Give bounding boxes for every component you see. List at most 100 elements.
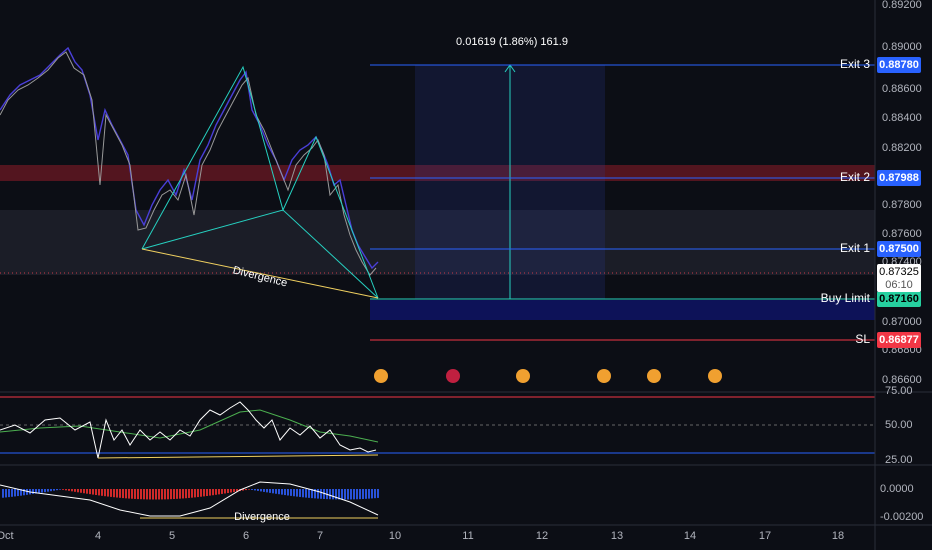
macd-bar: [209, 489, 211, 496]
time-tick-label: 6: [243, 530, 249, 542]
time-tick-label: 13: [611, 530, 623, 542]
macd-bar: [125, 489, 127, 499]
macd-bar: [83, 489, 85, 494]
macd-bar: [104, 489, 106, 497]
price-tag: [877, 57, 921, 73]
rsi-divergence: [97, 454, 379, 459]
macd-bar: [179, 489, 181, 499]
macd-bar: [164, 489, 166, 500]
countdown: 06:10: [885, 279, 913, 291]
price-tick-label: 0.86600: [882, 374, 922, 386]
macd-bar: [347, 489, 349, 500]
macd-bar: [269, 489, 271, 493]
macd-bar: [170, 489, 172, 500]
macd-bar: [200, 489, 202, 497]
harmonic-pattern-base: [141, 209, 379, 299]
macd-bar: [320, 489, 322, 499]
macd-bar: [140, 489, 142, 500]
level-label: Exit 3: [840, 57, 870, 71]
macd-bar: [53, 489, 55, 491]
macd-bar: [350, 489, 352, 500]
price-tag-label: 0.87160: [879, 293, 919, 305]
macd-bar: [182, 489, 184, 499]
macd-bar: [110, 489, 112, 497]
macd-bar: [362, 489, 364, 499]
macd-bar: [65, 489, 67, 491]
macd-bar: [275, 489, 277, 494]
macd-bar: [206, 489, 208, 497]
event-icons: [374, 369, 722, 383]
macd-bar: [359, 489, 361, 500]
macd-bar: [278, 489, 280, 495]
rsi-line: [0, 401, 377, 459]
macd-bar: [107, 489, 109, 497]
price-tag-label: 0.87988: [879, 172, 919, 184]
macd-bar: [233, 489, 235, 493]
macd-bar: [17, 489, 19, 497]
macd-bar: [122, 489, 124, 499]
macd-bar: [86, 489, 88, 494]
macd-bar: [71, 489, 73, 492]
macd-line: [0, 481, 379, 517]
macd-bar: [242, 489, 244, 491]
macd-bar: [356, 489, 358, 500]
macd-bar: [185, 489, 187, 499]
macd-bar: [20, 489, 22, 496]
macd-bar: [293, 489, 295, 497]
macd-bar: [299, 489, 301, 497]
macd-bar: [50, 489, 52, 492]
macd-bar: [32, 489, 34, 494]
macd-bar: [251, 489, 253, 490]
price-series: [0, 46, 379, 270]
time-tick-label: Oct: [0, 530, 14, 542]
time-tick-label: 10: [389, 530, 401, 542]
macd-bar: [197, 489, 199, 498]
macd-bar: [41, 489, 43, 493]
price-tick-label: 0.89000: [882, 41, 922, 53]
price-tag: [877, 241, 921, 257]
macd-bar: [137, 489, 139, 500]
price-tick-label: 0.87600: [882, 228, 922, 240]
price-wicks: [0, 51, 377, 276]
macd-bar: [323, 489, 325, 499]
macd-bar: [152, 489, 154, 500]
macd-bar: [308, 489, 310, 498]
macd-bar: [332, 489, 334, 500]
price-tag: [877, 170, 921, 186]
macd-bar: [290, 489, 292, 496]
macd-bar: [167, 489, 169, 500]
macd-bar: [341, 489, 343, 500]
macd-bar: [26, 489, 28, 495]
rsi-ma: [0, 409, 379, 443]
macd-bar: [302, 489, 304, 498]
time-tick-label: 7: [317, 530, 323, 542]
resistance-zone: [0, 165, 875, 181]
macd-bar: [230, 489, 232, 493]
macd-bar: [263, 489, 265, 492]
macd-bar: [305, 489, 307, 498]
macd-bar: [371, 489, 373, 499]
macd-bar: [344, 489, 346, 500]
price-tag: [877, 332, 921, 348]
macd-bar: [38, 489, 40, 494]
level-label: Exit 2: [840, 170, 870, 184]
macd-bar: [377, 489, 379, 498]
macd-bar: [329, 489, 331, 500]
price-tag: [877, 291, 921, 307]
macd-bar: [224, 489, 226, 494]
macd-bar: [77, 489, 79, 493]
macd-bar: [257, 489, 259, 491]
rsi-tick-label: 75.00: [885, 385, 913, 397]
time-tick-label: 12: [536, 530, 548, 542]
macd-bar: [131, 489, 133, 499]
macd-bar: [8, 489, 10, 498]
measure-label: 0.01619 (1.86%) 161.9: [456, 36, 568, 48]
macd-bar: [281, 489, 283, 495]
macd-bar: [248, 489, 250, 490]
macd-bar: [353, 489, 355, 500]
macd-bar: [173, 489, 175, 500]
macd-bar: [311, 489, 313, 499]
macd-bar: [254, 489, 256, 491]
divergence-line: [141, 248, 379, 299]
macd-bar: [161, 489, 163, 500]
